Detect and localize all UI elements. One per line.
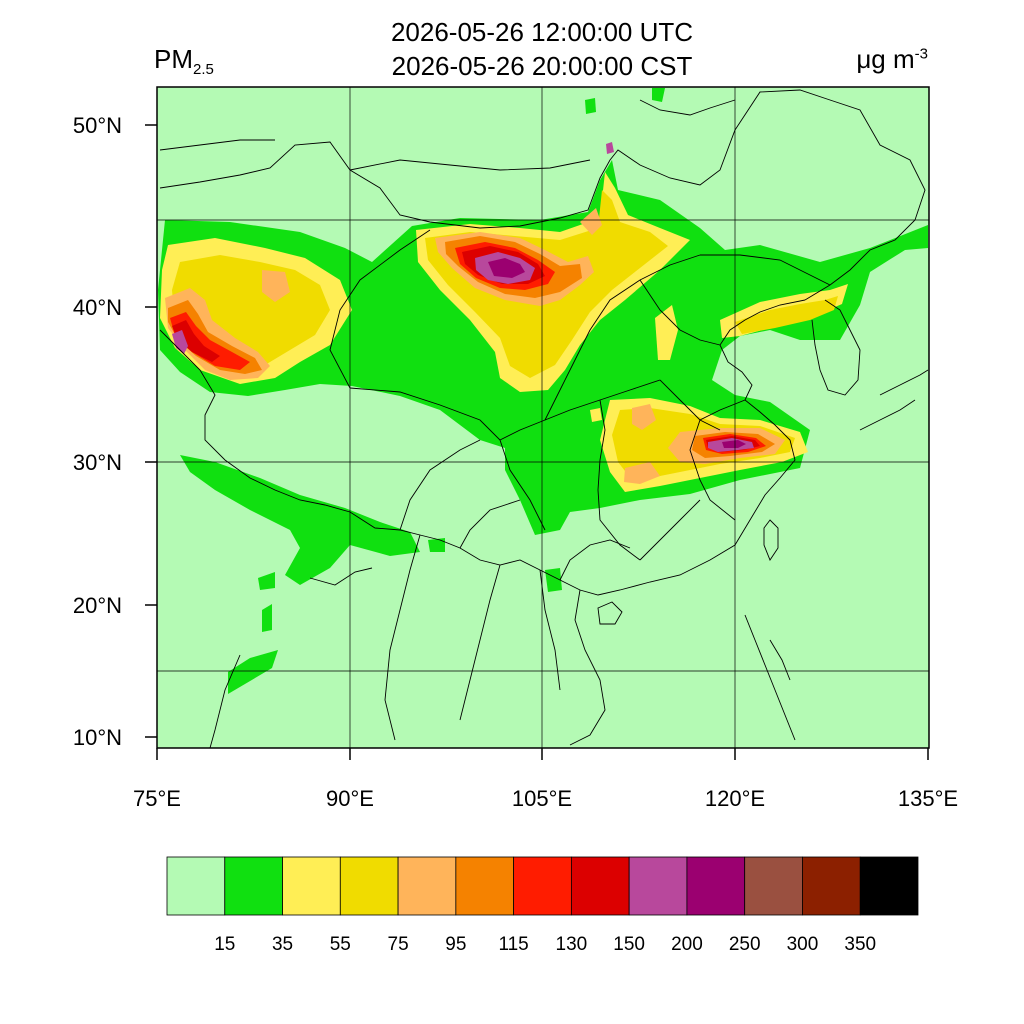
map-panel (156, 86, 930, 749)
colorbar-labels: 15 35 55 75 95 115 130 150 200 250 300 350 (214, 934, 876, 955)
colorbar-label: 200 (671, 934, 703, 955)
colorbar (166, 856, 919, 916)
latitude-tick-labels: 10°N 20°N 30°N 40°N 50°N (73, 113, 122, 750)
colorbar-label: 15 (214, 934, 235, 955)
colorbar-swatch (224, 856, 283, 916)
pm25-concentration-field (158, 88, 928, 694)
colorbar-label: 75 (388, 934, 409, 955)
colorbar-swatch (397, 856, 457, 916)
lat-tick-label: 50°N (73, 113, 122, 138)
colorbar-label: 115 (498, 934, 528, 955)
unit-exponent: -3 (914, 45, 928, 63)
title-time-cst: 2026-05-26 20:00:00 CST (391, 51, 693, 81)
colorbar-label: 300 (787, 934, 819, 955)
graticule (157, 87, 929, 748)
colorbar-swatch (802, 856, 861, 916)
colorbar-label: 35 (272, 934, 293, 955)
lat-tick-label: 10°N (73, 725, 122, 750)
colorbar-label: 350 (844, 934, 876, 955)
colorbar-label: 95 (445, 934, 466, 955)
colorbar-swatch (686, 856, 746, 916)
colorbar-swatch (455, 856, 515, 916)
colorbar-label: 130 (556, 934, 588, 955)
lat-tick-label: 30°N (73, 450, 122, 475)
map-frame (156, 86, 930, 749)
colorbar-swatch (339, 856, 399, 916)
colorbar-label: 250 (729, 934, 761, 955)
title-time-utc: 2026-05-26 12:00:00 UTC (390, 17, 694, 47)
variable-subscript: 2.5 (193, 61, 214, 79)
colorbar-swatch (859, 856, 919, 916)
colorbar-swatch (628, 856, 688, 916)
colorbar-label: 150 (613, 934, 645, 955)
axis-ticks (145, 124, 929, 760)
lon-tick-label: 120°E (705, 786, 765, 811)
lat-tick-label: 40°N (73, 295, 122, 320)
lat-tick-label: 20°N (73, 593, 122, 618)
colorbar-swatch (744, 856, 803, 916)
colorbar-swatch (513, 856, 572, 916)
variable-name: PM (154, 44, 193, 74)
unit-text: μg m (856, 44, 915, 74)
colorbar-swatch (282, 856, 341, 916)
colorbar-swatch (166, 856, 226, 916)
colorbar-label: 55 (330, 934, 351, 955)
unit-label: μg m-3 (856, 44, 928, 75)
lon-tick-label: 135°E (898, 786, 958, 811)
lon-tick-label: 105°E (512, 786, 572, 811)
borders (159, 89, 929, 748)
lon-tick-label: 75°E (133, 786, 181, 811)
level-250-region (488, 258, 746, 448)
colorbar-swatch (570, 856, 630, 916)
variable-label: PM2.5 (154, 44, 214, 78)
longitude-tick-labels: 75°E 90°E 105°E 120°E 135°E (133, 786, 958, 811)
lon-tick-label: 90°E (326, 786, 374, 811)
